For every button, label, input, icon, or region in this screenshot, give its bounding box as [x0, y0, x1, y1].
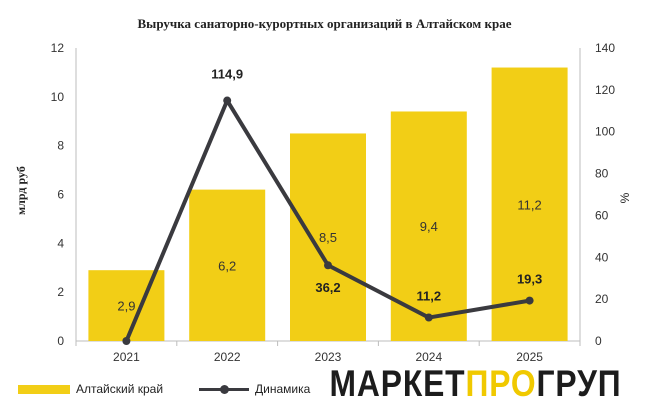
x-tick-label: 2021	[113, 350, 140, 364]
y-tick-label-right: 80	[595, 167, 609, 181]
chart-title: Выручка санаторно-курортных организаций …	[137, 16, 512, 31]
bar-data-label: 11,2	[517, 197, 541, 212]
bar-data-label: 9,4	[420, 219, 438, 234]
line-data-label: 36,2	[315, 280, 340, 295]
line-point	[424, 313, 433, 322]
bar	[290, 133, 366, 341]
line-data-label: 114,9	[211, 67, 243, 82]
y-tick-label-right: 20	[595, 292, 609, 306]
y-tick-label-left: 4	[57, 236, 64, 250]
y-tick-label-left: 8	[57, 139, 64, 153]
bar-data-label: 6,2	[218, 258, 236, 273]
bar	[189, 189, 266, 341]
logo-part-1: МАРКЕТ	[329, 363, 466, 404]
y-tick-label-left: 0	[57, 334, 64, 348]
y-tick-label-left: 6	[57, 188, 64, 202]
legend-swatch-bar	[18, 384, 70, 394]
y-tick-label-right: 0	[595, 334, 602, 348]
legend: Алтайский край Динамика	[18, 382, 346, 396]
y-tick-label-left: 2	[57, 285, 64, 299]
y-tick-label-left: 12	[51, 41, 65, 55]
line-data-label: 11,2	[417, 289, 442, 304]
logo-part-2: ПРО	[465, 363, 537, 404]
bar	[491, 67, 568, 342]
x-tick-label: 2022	[214, 350, 241, 364]
y-tick-label-right: 100	[595, 125, 615, 139]
legend-item-line: Динамика	[199, 382, 310, 396]
line-point	[525, 296, 534, 305]
line-point	[324, 261, 332, 270]
legend-label-line: Динамика	[255, 382, 311, 396]
y-tick-label-right: 40	[595, 250, 609, 264]
legend-swatch-line	[199, 384, 250, 394]
brand-logo: МАРКЕТПРОГРУП	[329, 364, 621, 404]
legend-item-bars: Алтайский край	[18, 382, 163, 396]
x-tick-label: 2023	[315, 350, 342, 364]
y-tick-label-left: 10	[51, 90, 65, 104]
x-tick-label: 2024	[415, 350, 442, 364]
y-tick-label-right: 60	[595, 208, 609, 222]
line-point	[223, 96, 232, 105]
line-point	[122, 337, 131, 345]
y-tick-label-right: 140	[595, 41, 615, 55]
x-tick-label: 2025	[516, 350, 543, 364]
line-data-label: 19,3	[517, 272, 542, 287]
y-tick-label-right: 120	[595, 83, 615, 97]
bar-data-label: 2,9	[117, 299, 135, 314]
logo-part-3: ГРУП	[536, 363, 621, 404]
legend-label-bars: Алтайский край	[76, 382, 164, 396]
bar-data-label: 8,5	[319, 230, 337, 245]
